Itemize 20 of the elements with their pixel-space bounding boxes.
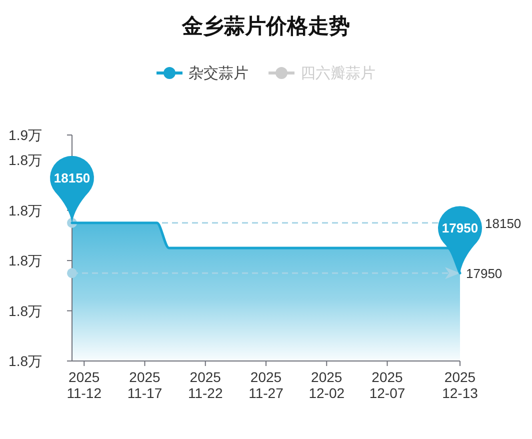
y-tick-label: 1.9万 — [8, 127, 42, 143]
x-tick-label: 2025 11-17 — [127, 369, 162, 401]
x-tick-label: 2025 11-22 — [188, 369, 223, 401]
pin: 18150 — [50, 156, 94, 223]
text: 18150 — [485, 216, 522, 231]
x-tick-label: 2025 11-12 — [66, 369, 102, 401]
y-tick-label: 1.8万 — [8, 202, 42, 218]
y-tick-label: 1.8万 — [8, 353, 42, 369]
y-tick-label: 1.8万 — [8, 302, 42, 319]
annotation: 18150 — [54, 170, 90, 186]
legend-label: 杂交蒜片 — [188, 65, 248, 82]
x-tick-label: 2025 12-13 — [442, 369, 478, 401]
y-tick-label: 1.8万 — [8, 252, 42, 269]
annotation: 17950 — [466, 266, 502, 282]
y-tick-label: 1.8万 — [8, 152, 42, 168]
chart-title: 金乡蒜片价格走势 — [181, 14, 350, 38]
x-tick-label: 2025 12-02 — [308, 369, 345, 401]
x-tick-label: 2025 11-27 — [248, 369, 284, 401]
annotation: 17950 — [442, 220, 478, 236]
x-tick-label: 2025 12-07 — [369, 369, 406, 401]
